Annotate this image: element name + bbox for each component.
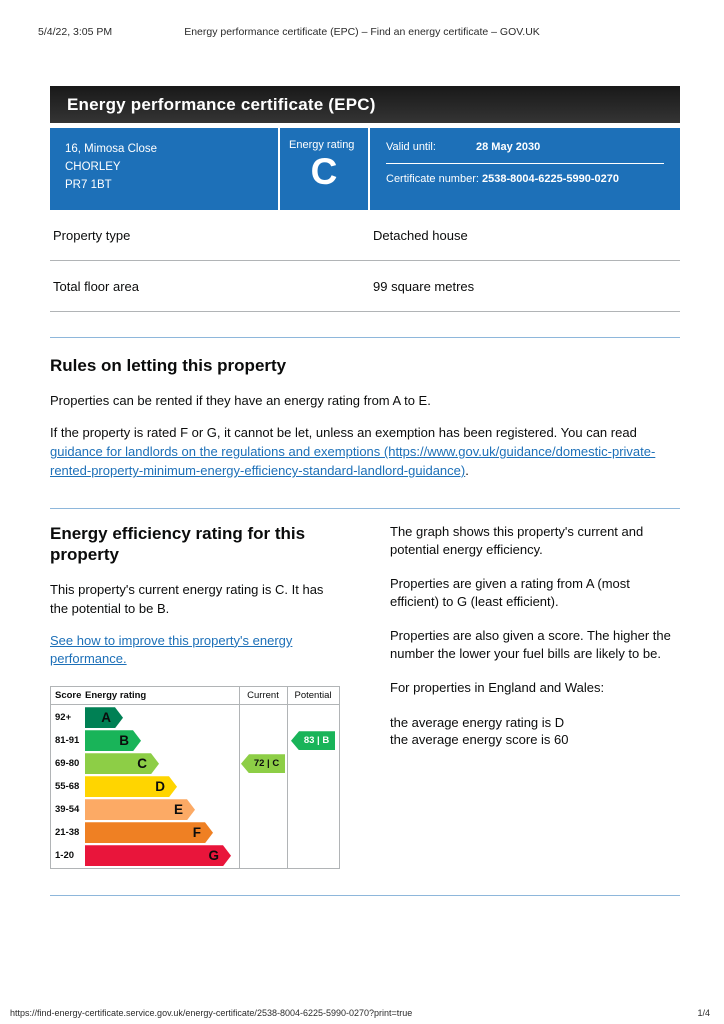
letting-rules-paragraph: If the property is rated F or G, it cann… [50, 424, 680, 481]
certificate-number-value: 2538-8004-6225-5990-0270 [482, 173, 620, 185]
footer-url: https://find-energy-certificate.service.… [10, 1008, 413, 1018]
improve-performance-link[interactable]: See how to improve this property's energ… [50, 632, 293, 667]
energy-efficiency-section: Energy efficiency rating for this proper… [50, 523, 680, 870]
band-score: 1-20 [55, 850, 75, 862]
band-bar-a: A [85, 707, 123, 728]
address-line: CHORLEY [65, 160, 121, 173]
band-letter: E [173, 802, 183, 818]
band-row-d: 55-68 D [51, 776, 339, 797]
footer-page-number: 1/4 [697, 1008, 710, 1018]
letting-guidance-text: If the property is rated F or G, it cann… [50, 425, 637, 441]
band-row-b: 81-91 B 83 | B [51, 730, 339, 751]
band-letter: D [155, 779, 165, 795]
efficiency-summary-paragraph: This property's current energy rating is… [50, 582, 324, 616]
letting-rules-section: Rules on letting this property Propertie… [50, 355, 680, 481]
certificate-number-label: Certificate number: [386, 173, 479, 185]
current-column-header: Current [247, 690, 279, 702]
band-bar-g: G [85, 845, 231, 866]
energy-rating-chart: Score Energy rating Current Potential 92… [50, 686, 340, 870]
property-type-label: Property type [53, 228, 131, 243]
band-letter: B [119, 733, 129, 749]
current-rating-marker: 72 | C [241, 754, 285, 774]
band-score: 81-91 [55, 735, 80, 747]
valid-until-label: Valid until: [386, 141, 436, 153]
band-row-f: 21-38 F [51, 822, 339, 843]
band-score: 92+ [55, 712, 72, 724]
efficiency-info-paragraph: For properties in England and Wales: [390, 680, 605, 696]
band-bar-b: B [85, 730, 141, 751]
section-divider [50, 895, 680, 897]
chart-bands: 92+ A 81-91 B 83 | B 69-80 C [51, 705, 339, 868]
validity-divider [386, 163, 664, 164]
floor-area-label: Total floor area [53, 279, 139, 294]
page-title: Energy performance certificate (EPC) [50, 86, 680, 123]
print-timestamp: 5/4/22, 3:05 PM [38, 26, 113, 38]
landlord-guidance-link[interactable]: guidance for landlords on the regulation… [50, 444, 656, 479]
band-row-c: 69-80 C 72 | C [51, 753, 339, 774]
letting-rules-heading: Rules on letting this property [50, 356, 287, 375]
efficiency-info-paragraph: Properties are given a rating from A (mo… [390, 576, 630, 609]
chart-column-divider [287, 687, 288, 869]
potential-column-header: Potential [294, 690, 332, 702]
band-letter: A [101, 710, 111, 726]
chart-column-divider [239, 687, 240, 869]
certificate-page: Energy performance certificate (EPC) 16,… [50, 86, 680, 897]
band-score: 69-80 [55, 758, 80, 770]
band-bar-c: C [85, 753, 159, 774]
address-line: PR7 1BT [65, 178, 112, 191]
potential-rating-marker: 83 | B [291, 731, 335, 751]
efficiency-right-column: The graph shows this property's current … [390, 523, 680, 869]
band-letter: C [137, 756, 147, 772]
property-address-panel: 16, Mimosa Close CHORLEY PR7 1BT [50, 128, 278, 210]
efficiency-info-paragraph: Properties are also given a score. The h… [390, 628, 671, 661]
floor-area-value: 99 square metres [373, 279, 475, 294]
band-score: 55-68 [55, 781, 80, 793]
band-row-a: 92+ A [51, 707, 339, 728]
average-score-line: the average energy score is 60 [390, 732, 569, 748]
address-line: 16, Mimosa Close [65, 143, 158, 155]
band-bar-e: E [85, 799, 195, 820]
score-column-header: Score [55, 690, 82, 702]
energy-rating-label: Energy rating [289, 139, 355, 151]
band-bar-d: D [85, 776, 177, 797]
section-divider [50, 507, 680, 509]
average-rating-line: the average energy rating is D [390, 714, 565, 730]
print-header: 5/4/22, 3:05 PM Energy performance certi… [38, 26, 686, 40]
chart-header-row: Score Energy rating Current Potential [51, 687, 339, 706]
valid-until-value: 28 May 2030 [476, 141, 541, 153]
summary-row: Property type Detached house [50, 210, 680, 261]
band-letter: G [208, 848, 219, 864]
band-score: 39-54 [55, 804, 80, 816]
band-row-e: 39-54 E [51, 799, 339, 820]
property-summary-list: Property type Detached house Total floor… [50, 210, 680, 312]
efficiency-heading: Energy efficiency rating for this proper… [50, 523, 306, 565]
certificate-summary-banner: 16, Mimosa Close CHORLEY PR7 1BT Energy … [50, 128, 680, 210]
band-row-g: 1-20 G [51, 845, 339, 866]
print-footer: https://find-energy-certificate.service.… [10, 1008, 710, 1018]
energy-rating-value: C [310, 151, 338, 192]
efficiency-left-column: Energy efficiency rating for this proper… [50, 523, 340, 870]
potential-rating-slot: 83 | B [287, 731, 339, 751]
letting-guidance-text-end: . [465, 463, 469, 479]
band-letter: F [192, 825, 201, 841]
energy-rating-panel: Energy rating C [280, 128, 368, 210]
summary-row: Total floor area 99 square metres [50, 261, 680, 312]
section-divider [50, 337, 680, 338]
property-type-value: Detached house [373, 228, 468, 243]
band-score: 21-38 [55, 827, 80, 839]
band-bar-f: F [85, 822, 213, 843]
current-rating-slot: 72 | C [239, 754, 287, 774]
letting-rules-paragraph: Properties can be rented if they have an… [50, 393, 431, 409]
print-page-title: Energy performance certificate (EPC) – F… [184, 26, 540, 38]
energy-rating-column-header: Energy rating [85, 690, 147, 702]
efficiency-info-paragraph: The graph shows this property's current … [390, 523, 644, 557]
validity-panel: Valid until: 28 May 2030 Certificate num… [370, 128, 680, 210]
